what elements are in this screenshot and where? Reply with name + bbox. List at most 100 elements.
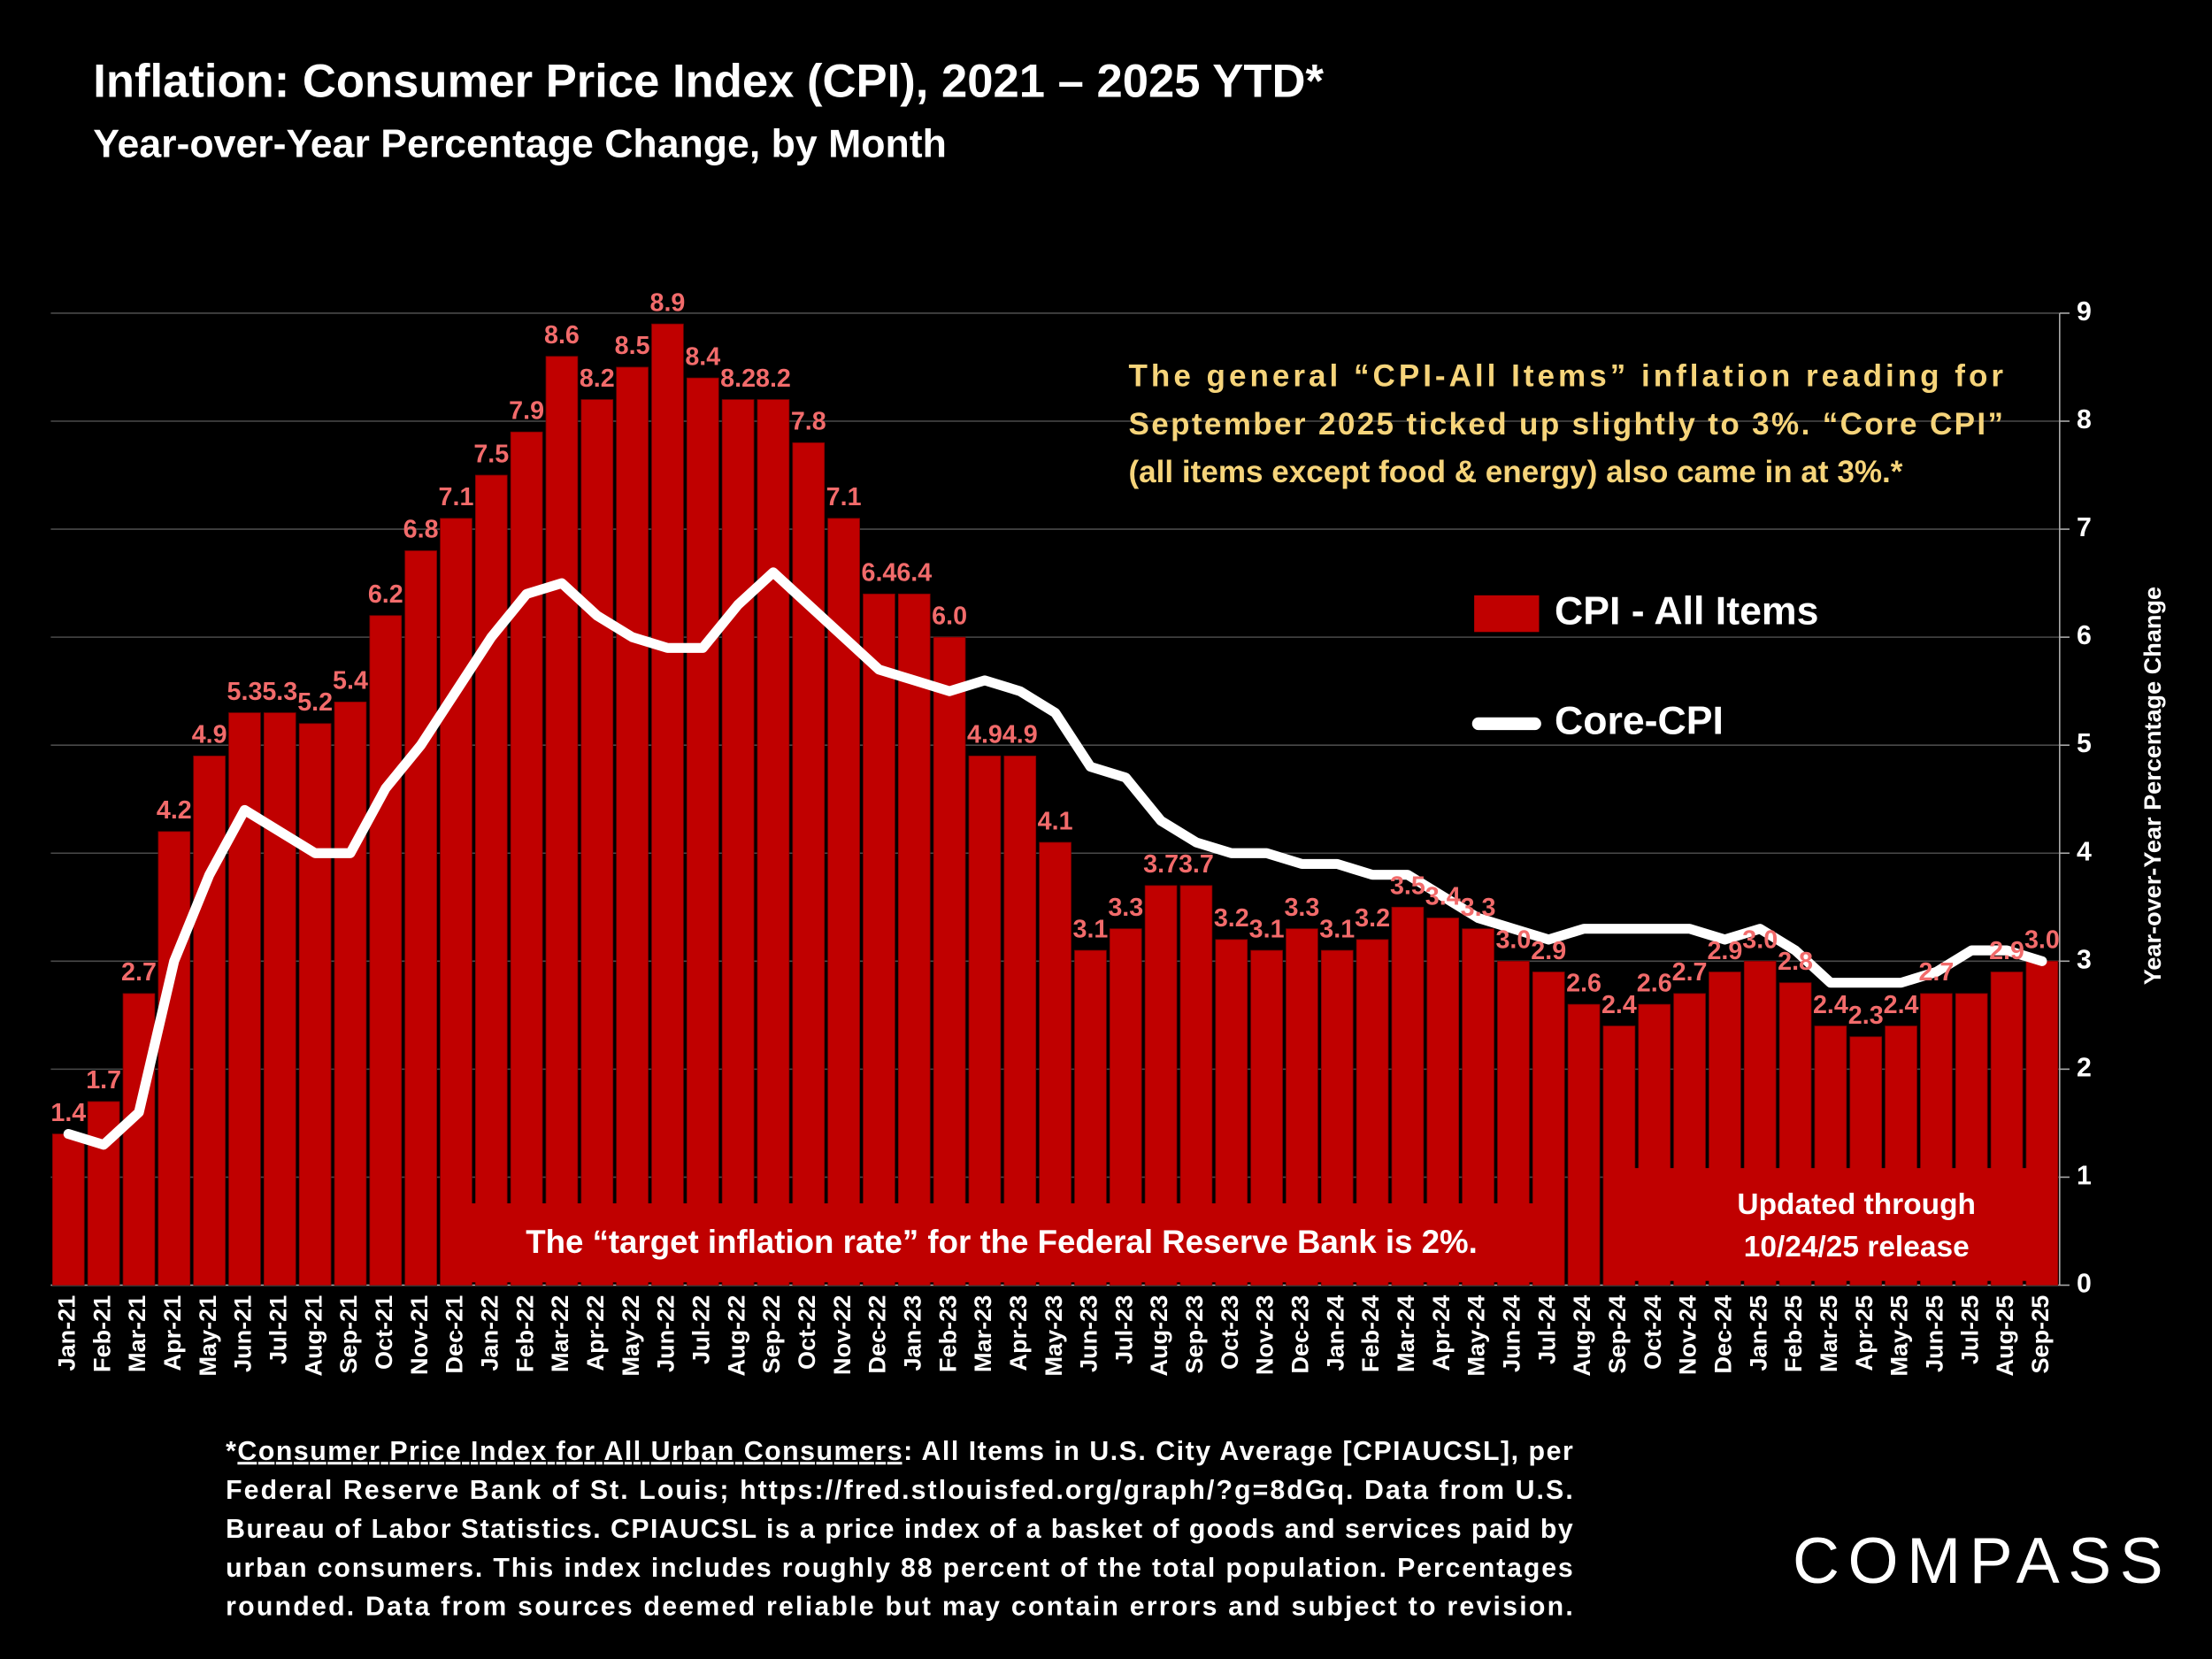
data-label: 6.2 <box>368 580 403 609</box>
legend-swatch <box>1474 595 1540 633</box>
update-note: 10/24/25 release <box>1744 1231 1970 1263</box>
update-note-box <box>1633 1168 2055 1281</box>
data-label: 3.2 <box>1214 904 1249 933</box>
x-tick-label: Dec-21 <box>441 1295 468 1374</box>
data-label: 2.4 <box>1884 991 1919 1019</box>
data-label: 3.1 <box>1319 915 1355 943</box>
footnote-line: Bureau of Labor Statistics. CPIAUCSL is … <box>226 1515 1573 1544</box>
x-tick-label: Oct-21 <box>370 1295 397 1370</box>
bar <box>545 356 579 1286</box>
bar <box>721 399 755 1286</box>
x-tick-label: Apr-21 <box>158 1295 186 1371</box>
x-tick-label: Jan-23 <box>898 1295 926 1371</box>
footnote-line: rounded. Data from sources deemed reliab… <box>226 1593 1573 1622</box>
bar <box>792 442 826 1286</box>
annotation: The general “CPI-All Items” inflation re… <box>1129 359 2004 394</box>
data-label: 8.2 <box>580 365 615 393</box>
footnote-marker: * <box>226 1437 236 1466</box>
x-tick-label: Sep-25 <box>2026 1295 2054 1374</box>
data-label: 3.7 <box>1179 850 1214 879</box>
x-tick-label: Apr-22 <box>581 1295 609 1371</box>
data-label: 3.2 <box>1355 904 1390 933</box>
x-tick-label: Jul-25 <box>1955 1295 1983 1364</box>
bar <box>51 1133 85 1286</box>
x-tick-label: Apr-24 <box>1427 1295 1455 1371</box>
x-tick-label: Aug-23 <box>1145 1295 1172 1377</box>
y-tick-label: 8 <box>2077 405 2092 434</box>
x-tick-label: Aug-22 <box>722 1295 749 1377</box>
data-label: 3.4 <box>1425 883 1461 911</box>
data-label: 2.6 <box>1637 969 1672 997</box>
x-tick-label: Jun-21 <box>229 1295 257 1372</box>
x-tick-label: Jan-25 <box>1744 1295 1771 1371</box>
bar <box>1003 755 1037 1286</box>
data-label: 2.7 <box>1672 958 1708 987</box>
x-tick-label: Feb-23 <box>933 1295 961 1372</box>
data-label: 1.4 <box>50 1099 86 1127</box>
bar <box>580 399 614 1286</box>
y-tick-label: 5 <box>2077 729 2092 758</box>
data-label: 2.9 <box>1707 937 1742 965</box>
data-label: 2.6 <box>1566 969 1601 997</box>
x-tick-label: Oct-22 <box>793 1295 820 1370</box>
x-tick-label: Feb-22 <box>511 1295 538 1372</box>
x-tick-label: Nov-21 <box>405 1295 433 1375</box>
bar <box>933 636 966 1286</box>
data-label: 8.4 <box>685 342 720 371</box>
data-label: 8.6 <box>544 321 580 349</box>
bar <box>369 615 403 1286</box>
footnote-link: Consumer Price Index for All Urban Consu… <box>237 1437 902 1466</box>
legend-label: Core-CPI <box>1555 700 1724 743</box>
bar <box>686 377 719 1286</box>
x-tick-label: Oct-24 <box>1639 1295 1666 1370</box>
data-label: 2.3 <box>1848 1002 1884 1030</box>
bar <box>968 755 1002 1286</box>
x-tick-label: Jul-21 <box>264 1295 291 1364</box>
data-label: 7.9 <box>509 396 544 425</box>
bar <box>651 323 684 1286</box>
x-tick-label: Jul-22 <box>687 1295 714 1364</box>
target-note-box <box>465 1203 1538 1283</box>
x-tick-label: Aug-21 <box>299 1295 326 1377</box>
bar <box>334 701 367 1286</box>
data-label: 8.5 <box>615 332 650 360</box>
data-label: 4.9 <box>1002 721 1038 749</box>
data-label: 4.9 <box>967 721 1002 749</box>
data-label: 3.1 <box>1072 915 1108 943</box>
data-label: 4.2 <box>157 796 192 825</box>
data-label: 3.3 <box>1284 894 1319 922</box>
update-note: Updated through <box>1737 1188 1976 1221</box>
data-label: 5.2 <box>297 688 333 717</box>
data-label: 7.1 <box>439 483 474 511</box>
data-label: 6.4 <box>896 559 932 588</box>
x-tick-label: Mar-22 <box>546 1295 573 1372</box>
data-label: 2.8 <box>1778 948 1813 976</box>
data-label: 8.9 <box>650 288 686 317</box>
x-tick-label: Mar-25 <box>1815 1295 1842 1372</box>
x-tick-label: Nov-24 <box>1674 1295 1701 1375</box>
chart-title: Inflation: Consumer Price Index (CPI), 2… <box>93 56 1324 108</box>
data-label: 3.0 <box>2024 926 2060 955</box>
data-label: 2.9 <box>1989 937 2024 965</box>
x-tick-label: Feb-24 <box>1356 1295 1384 1372</box>
data-label: 5.3 <box>227 678 263 706</box>
bar <box>897 593 931 1286</box>
y-tick-label: 1 <box>2077 1161 2092 1190</box>
x-tick-label: May-22 <box>617 1295 644 1377</box>
x-tick-label: Oct-23 <box>1216 1295 1243 1370</box>
y-tick-label: 4 <box>2077 837 2092 866</box>
data-label: 2.9 <box>1531 937 1566 965</box>
annotation: September 2025 ticked up slightly to 3%.… <box>1129 407 2004 442</box>
footnote-line: Federal Reserve Bank of St. Louis; https… <box>226 1476 1573 1505</box>
bar <box>298 723 332 1286</box>
x-tick-label: Jun-23 <box>1075 1295 1102 1372</box>
x-tick-label: Sep-22 <box>757 1295 785 1374</box>
data-label: 3.7 <box>1143 850 1179 879</box>
logo: COMPASS <box>1793 1525 2171 1597</box>
data-label: 4.9 <box>192 721 227 749</box>
x-tick-label: Jan-21 <box>52 1295 80 1371</box>
bar <box>440 518 472 1286</box>
x-tick-label: Dec-24 <box>1709 1295 1737 1374</box>
data-label: 8.2 <box>720 365 756 393</box>
